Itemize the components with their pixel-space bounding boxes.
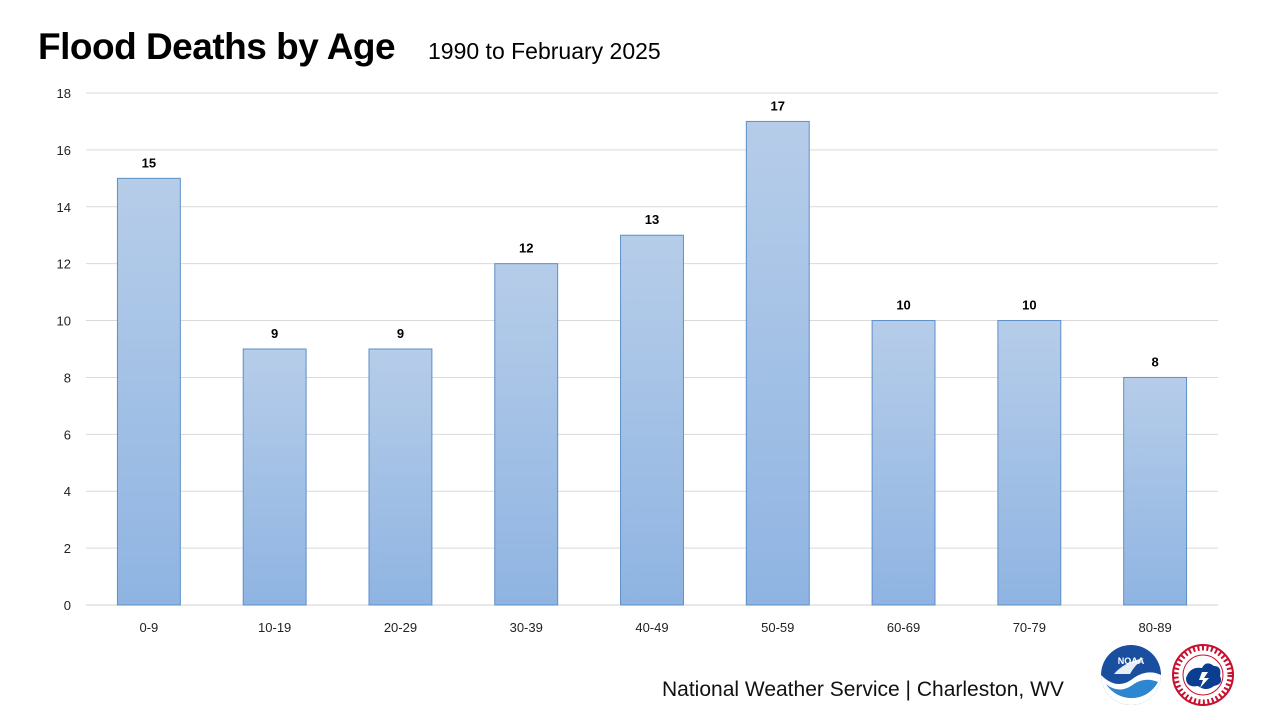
y-tick-label: 4: [64, 484, 71, 499]
x-tick-label: 40-49: [635, 620, 668, 635]
x-axis-ticks: 0-9 10-19 20-29 30-39 40-49 50-59 60-69 70-79 80…: [139, 620, 1171, 635]
x-tick-label: 70-79: [1013, 620, 1046, 635]
svg-text:NOAA: NOAA: [1118, 656, 1145, 666]
y-tick-label: 0: [64, 598, 71, 613]
y-tick-label: 18: [57, 86, 71, 101]
bar-50-59: [745, 120, 810, 606]
x-tick-label: 0-9: [139, 620, 158, 635]
y-tick-label: 6: [64, 427, 71, 442]
data-label: 9: [397, 326, 404, 341]
data-label: 17: [771, 98, 785, 113]
y-tick-label: 14: [57, 200, 71, 215]
y-tick-label: 16: [57, 143, 71, 158]
data-label: 15: [142, 155, 156, 170]
noaa-logo-icon: NOAA: [1101, 645, 1161, 705]
bar-10-19: [242, 348, 307, 606]
data-label: 9: [271, 326, 278, 341]
bar-40-49: [620, 234, 684, 606]
x-tick-label: 80-89: [1138, 620, 1171, 635]
nws-logo-icon: [1172, 644, 1234, 706]
bar-60-69: [871, 320, 936, 606]
y-tick-label: 10: [57, 314, 71, 329]
x-tick-label: 10-19: [258, 620, 291, 635]
chart-subtitle: 1990 to February 2025: [428, 38, 661, 64]
bar-20-29: [368, 348, 433, 606]
bar-80-89: [1123, 376, 1188, 606]
y-axis-ticks: 0 2 4 6 8 10 12 14 16 18: [57, 86, 71, 613]
y-tick-label: 12: [57, 257, 71, 272]
data-label: 8: [1151, 354, 1158, 369]
data-label: 10: [896, 298, 910, 313]
x-tick-label: 50-59: [761, 620, 794, 635]
data-label: 13: [645, 212, 659, 227]
bar-0-9: [116, 177, 181, 606]
bars: 15 9 9 12 13 17 10 10 8: [116, 98, 1188, 606]
y-tick-label: 8: [64, 370, 71, 385]
bar-70-79: [997, 320, 1062, 606]
x-tick-label: 30-39: [510, 620, 543, 635]
y-tick-label: 2: [64, 541, 71, 556]
bar-30-39: [494, 263, 559, 606]
chart-title: Flood Deaths by Age: [38, 26, 396, 67]
x-tick-label: 60-69: [887, 620, 920, 635]
data-label: 12: [519, 241, 533, 256]
footer-credit: National Weather Service | Charleston, W…: [662, 678, 1064, 701]
x-tick-label: 20-29: [384, 620, 417, 635]
data-label: 10: [1022, 298, 1036, 313]
